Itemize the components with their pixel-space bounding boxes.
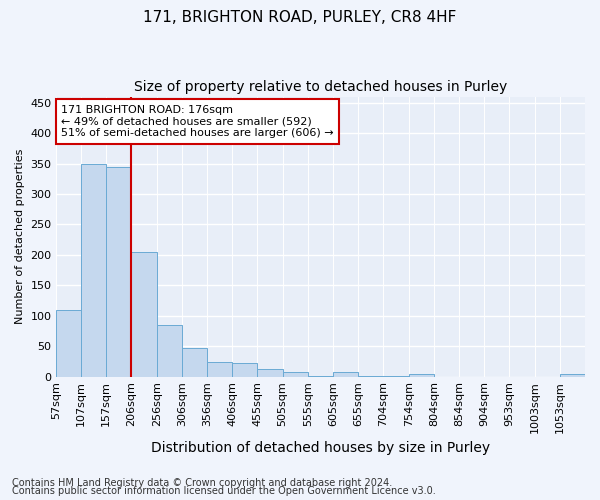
- Text: 171, BRIGHTON ROAD, PURLEY, CR8 4HF: 171, BRIGHTON ROAD, PURLEY, CR8 4HF: [143, 10, 457, 25]
- Bar: [232, 364, 257, 377]
- Bar: [383, 376, 409, 377]
- Bar: [333, 372, 358, 377]
- Bar: [81, 164, 106, 377]
- X-axis label: Distribution of detached houses by size in Purley: Distribution of detached houses by size …: [151, 441, 490, 455]
- Bar: [283, 372, 308, 377]
- Text: Contains public sector information licensed under the Open Government Licence v3: Contains public sector information licen…: [12, 486, 436, 496]
- Bar: [157, 325, 182, 377]
- Bar: [308, 376, 333, 377]
- Bar: [131, 252, 157, 377]
- Bar: [56, 310, 81, 377]
- Bar: [358, 376, 383, 377]
- Text: 171 BRIGHTON ROAD: 176sqm
← 49% of detached houses are smaller (592)
51% of semi: 171 BRIGHTON ROAD: 176sqm ← 49% of detac…: [61, 105, 334, 138]
- Bar: [207, 362, 232, 377]
- Bar: [560, 374, 585, 377]
- Bar: [409, 374, 434, 377]
- Y-axis label: Number of detached properties: Number of detached properties: [15, 149, 25, 324]
- Title: Size of property relative to detached houses in Purley: Size of property relative to detached ho…: [134, 80, 507, 94]
- Bar: [106, 166, 131, 377]
- Text: Contains HM Land Registry data © Crown copyright and database right 2024.: Contains HM Land Registry data © Crown c…: [12, 478, 392, 488]
- Bar: [257, 370, 283, 377]
- Bar: [182, 348, 207, 377]
